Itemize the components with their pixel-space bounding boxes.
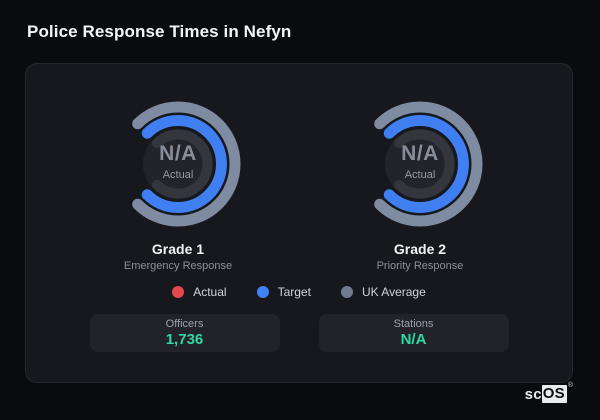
stat-label: Stations bbox=[393, 318, 434, 330]
gauge-tile-grade-2: N/A Actual Grade 2 Priority Response bbox=[330, 94, 510, 272]
gauge-rings-chart bbox=[132, 101, 241, 227]
gauge-grade-1: N/A Actual bbox=[108, 94, 248, 234]
stats-row: Officers 1,736 Stations N/A bbox=[89, 314, 509, 352]
legend-item-uk-average: UK Average bbox=[340, 285, 426, 299]
uk-average-ring bbox=[374, 101, 483, 227]
page-title: Police Response Times in Nefyn bbox=[27, 22, 292, 41]
gauge-center: N/A Actual bbox=[108, 91, 248, 231]
stat-box-stations: Stations N/A bbox=[318, 314, 509, 352]
stat-box-officers: Officers 1,736 bbox=[89, 314, 280, 352]
gauge-center: N/A Actual bbox=[350, 91, 490, 231]
grade-label: Grade 2 bbox=[393, 241, 447, 257]
logo-text-box: OS bbox=[541, 385, 567, 403]
target-ring bbox=[383, 115, 469, 213]
gauge-tile-grade-1: N/A Actual Grade 1 Emergency Response bbox=[88, 94, 268, 272]
gauges-row: N/A Actual Grade 1 Emergency Response N/… bbox=[88, 94, 510, 272]
actual-track-ring bbox=[394, 129, 455, 199]
legend-item-target: Target bbox=[256, 285, 311, 299]
legend-label: Actual bbox=[193, 285, 227, 299]
gauge-value-label: Actual bbox=[162, 168, 194, 181]
grade-description: Emergency Response bbox=[123, 260, 233, 272]
stat-value: 1,736 bbox=[165, 331, 204, 348]
legend-label: UK Average bbox=[361, 285, 426, 299]
gauge-value: N/A bbox=[401, 141, 439, 165]
gauge-rings-chart bbox=[374, 101, 483, 227]
grade-label: Grade 1 bbox=[151, 241, 205, 257]
chart-legend: Actual Target UK Average bbox=[172, 285, 426, 299]
legend-dot-uk-average bbox=[340, 286, 353, 298]
uk-average-ring bbox=[132, 101, 241, 227]
actual-track-ring bbox=[152, 129, 213, 199]
grade-description: Priority Response bbox=[376, 260, 464, 272]
gauge-grade-2: N/A Actual bbox=[350, 94, 490, 234]
logo-text-prefix: sc bbox=[524, 385, 542, 403]
legend-dot-target bbox=[256, 286, 269, 298]
legend-dot-actual bbox=[172, 286, 185, 298]
stat-label: Officers bbox=[165, 318, 204, 330]
gauge-value-label: Actual bbox=[404, 168, 436, 181]
target-ring bbox=[141, 115, 227, 213]
legend-item-actual: Actual bbox=[172, 285, 227, 299]
gauge-value: N/A bbox=[159, 141, 197, 165]
scos-logo: sc OS ® bbox=[524, 382, 573, 403]
legend-label: Target bbox=[277, 285, 311, 299]
stat-value: N/A bbox=[400, 331, 427, 348]
response-times-card: N/A Actual Grade 1 Emergency Response N/… bbox=[25, 63, 573, 383]
registered-trademark-icon: ® bbox=[567, 382, 573, 389]
